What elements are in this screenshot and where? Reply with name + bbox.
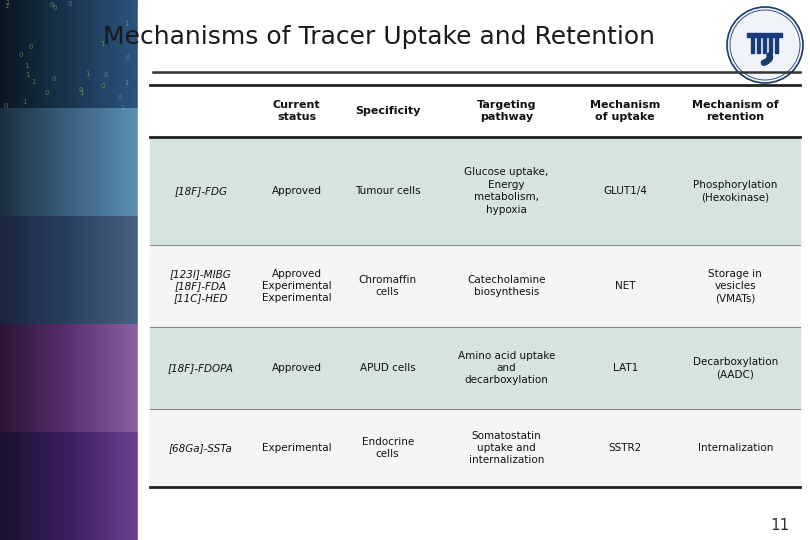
Circle shape — [763, 59, 769, 64]
Circle shape — [767, 53, 772, 58]
Text: [18F]-FDOPA: [18F]-FDOPA — [168, 363, 233, 373]
Text: 1: 1 — [32, 79, 36, 85]
Text: 0: 0 — [28, 44, 33, 50]
Bar — [769, 37, 772, 53]
Text: GLUT1/4: GLUT1/4 — [603, 186, 647, 196]
Text: Experimental: Experimental — [262, 443, 331, 453]
Text: SSTR2: SSTR2 — [608, 443, 642, 453]
Text: Somatostatin
uptake and
internalization: Somatostatin uptake and internalization — [469, 430, 544, 465]
Text: Endocrine
cells: Endocrine cells — [361, 437, 414, 459]
Text: Specificity: Specificity — [355, 106, 420, 116]
Circle shape — [767, 55, 773, 60]
Bar — [150, 409, 800, 487]
Text: Phosphorylation
(Hexokinase): Phosphorylation (Hexokinase) — [693, 180, 778, 202]
Bar — [757, 37, 760, 53]
Bar — [763, 37, 766, 53]
Bar — [150, 245, 800, 327]
Circle shape — [761, 60, 766, 65]
Text: Chromaffin
cells: Chromaffin cells — [359, 275, 416, 297]
Text: Mechanism
of uptake: Mechanism of uptake — [590, 100, 660, 122]
Text: Current
status: Current status — [273, 100, 321, 122]
Text: 1: 1 — [22, 99, 27, 105]
Text: Catecholamine
biosynthesis: Catecholamine biosynthesis — [467, 275, 546, 297]
Text: 0: 0 — [68, 1, 72, 7]
Text: Mechanism of
retention: Mechanism of retention — [692, 100, 778, 122]
Circle shape — [727, 7, 803, 83]
Bar — [150, 327, 800, 409]
Text: 11: 11 — [771, 517, 790, 532]
Text: 1: 1 — [4, 3, 9, 9]
Text: Storage in
vesicles
(VMATs): Storage in vesicles (VMATs) — [709, 268, 762, 303]
Text: Decarboxylation
(AADC): Decarboxylation (AADC) — [693, 357, 778, 379]
Text: 1: 1 — [6, 0, 10, 6]
Text: Tumour cells: Tumour cells — [355, 186, 420, 196]
Text: 0: 0 — [52, 5, 57, 11]
Text: APUD cells: APUD cells — [360, 363, 416, 373]
Text: Approved
Experimental
Experimental: Approved Experimental Experimental — [262, 268, 331, 303]
Text: [18F]-FDG: [18F]-FDG — [174, 186, 227, 196]
Text: Approved: Approved — [272, 363, 322, 373]
Text: Glucose uptake,
Energy
metabolism,
hypoxia: Glucose uptake, Energy metabolism, hypox… — [464, 167, 548, 214]
Text: 0: 0 — [126, 55, 130, 60]
Text: 0: 0 — [45, 90, 49, 96]
Text: 0: 0 — [101, 84, 105, 90]
Text: [123I]-MIBG
[18F]-FDA
[11C]-HED: [123I]-MIBG [18F]-FDA [11C]-HED — [170, 268, 232, 303]
Circle shape — [767, 56, 772, 62]
Text: LAT1: LAT1 — [612, 363, 638, 373]
Circle shape — [767, 54, 773, 59]
Text: 0: 0 — [3, 103, 8, 109]
Text: Mechanisms of Tracer Uptake and Retention: Mechanisms of Tracer Uptake and Retentio… — [103, 25, 655, 49]
Circle shape — [765, 58, 770, 63]
Text: 1: 1 — [120, 105, 125, 111]
Text: 1: 1 — [26, 72, 30, 78]
Text: 1: 1 — [79, 90, 83, 96]
Bar — [138, 0, 810, 540]
Text: 1: 1 — [100, 40, 104, 46]
Text: Targeting
pathway: Targeting pathway — [477, 100, 536, 122]
Text: 0: 0 — [79, 86, 83, 92]
Text: 1: 1 — [125, 80, 129, 86]
Text: 0: 0 — [118, 96, 122, 102]
Bar — [747, 33, 782, 37]
Bar — [150, 137, 800, 245]
Text: 0: 0 — [49, 2, 54, 8]
Bar — [150, 85, 800, 137]
Bar — [751, 37, 754, 53]
Text: Internalization: Internalization — [697, 443, 773, 453]
Text: 0: 0 — [18, 51, 23, 58]
Text: 1: 1 — [86, 71, 90, 77]
Text: NET: NET — [615, 281, 636, 291]
Text: 0: 0 — [104, 72, 109, 78]
Circle shape — [766, 57, 771, 63]
Text: 1: 1 — [124, 21, 129, 28]
Bar — [775, 37, 778, 53]
Text: 0: 0 — [51, 76, 56, 82]
Text: 1: 1 — [24, 63, 29, 69]
Text: [68Ga]-SSTa: [68Ga]-SSTa — [168, 443, 232, 453]
Text: Approved: Approved — [272, 186, 322, 196]
Text: Amino acid uptake
and
decarboxylation: Amino acid uptake and decarboxylation — [458, 350, 555, 386]
